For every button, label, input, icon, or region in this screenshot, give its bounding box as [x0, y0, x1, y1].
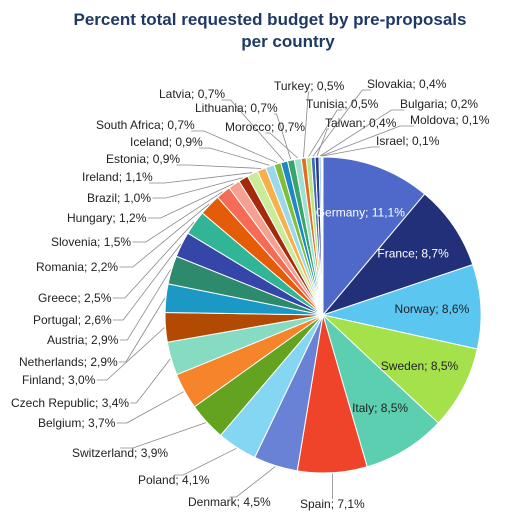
slice-label-czech-republic: Czech Republic; 3,4% — [11, 396, 129, 410]
slice-label-france: France; 8,7% — [377, 247, 449, 261]
pie-slice-italy — [322, 313, 440, 468]
leader-line-slovenia — [132, 191, 223, 243]
pie-slice-israel — [321, 156, 324, 316]
leader-line-estonia — [176, 164, 262, 169]
slice-label-tunisia: Tunisia; 0,5% — [306, 97, 379, 111]
slice-label-spain: Spain; 7,1% — [300, 497, 365, 511]
leader-line-austria — [119, 269, 171, 341]
pie-slice-norway — [321, 264, 482, 350]
leader-line-iceland — [199, 147, 270, 166]
leader-line-tunisia — [308, 109, 343, 157]
leader-line-switzerland — [120, 422, 207, 449]
leader-line-israel — [322, 146, 380, 157]
slice-labels: Germany; 11,1% France; 8,7% Norway; 8,6% Sw… — [11, 77, 490, 511]
leader-line-poland — [173, 447, 237, 476]
leader-line-czech-republic — [130, 358, 171, 404]
leader-line-moldova — [321, 125, 414, 157]
slice-label-netherlands: Netherlands; 2,9% — [19, 355, 118, 369]
leader-line-lithuania — [274, 113, 292, 160]
leader-line-slovakia — [312, 89, 371, 157]
slice-label-south-africa: South Africa; 0,7% — [96, 118, 195, 132]
slice-label-slovakia: Slovakia; 0,4% — [367, 77, 447, 91]
slice-label-brazil: Brazil; 1,0% — [87, 191, 151, 205]
slice-label-sweden: Sweden; 8,5% — [381, 359, 459, 373]
slice-label-finland: Finland; 3,0% — [22, 373, 96, 387]
leader-line-bulgaria — [319, 109, 404, 157]
leader-line-greece — [112, 221, 195, 299]
slice-label-estonia: Estonia; 0,9% — [106, 152, 180, 166]
slice-label-switzerland: Switzerland; 3,9% — [72, 446, 168, 460]
slice-label-turkey: Turkey; 0,5% — [274, 79, 345, 93]
pie-slice-france — [321, 193, 474, 317]
label-leader-lines — [96, 89, 414, 499]
slice-label-hungary: Hungary; 1,2% — [67, 211, 147, 225]
slice-label-morocco: Morocco; 0,7% — [225, 120, 305, 134]
leader-line-finland — [96, 327, 165, 381]
leader-line-belgium — [116, 391, 184, 424]
slice-label-israel: Israel; 0,1% — [376, 134, 440, 148]
leader-line-turkey — [303, 91, 310, 158]
leader-line-netherlands — [119, 297, 166, 363]
slice-label-romania: Romania; 2,2% — [36, 260, 118, 274]
chart-title-line-1: Percent total requested budget by pre-pr… — [74, 10, 467, 29]
slice-label-norway: Norway; 8,6% — [395, 302, 470, 316]
leader-line-morocco — [265, 132, 298, 159]
slice-label-austria: Austria; 2,9% — [47, 333, 119, 347]
slice-label-germany: Germany; 11,1% — [316, 206, 405, 220]
slice-label-greece: Greece; 2,5% — [38, 291, 112, 305]
leader-line-ireland — [149, 172, 253, 184]
slice-label-portugal: Portugal; 2,6% — [33, 313, 112, 327]
slice-label-slovenia: Slovenia; 1,5% — [51, 235, 131, 249]
slice-label-italy: Italy; 8,5% — [352, 401, 408, 415]
slice-label-moldova: Moldova; 0,1% — [410, 113, 490, 127]
slice-label-latvia: Latvia; 0,7% — [159, 87, 225, 101]
slice-label-lithuania: Lithuania; 0,7% — [195, 101, 278, 115]
leader-line-hungary — [147, 183, 234, 219]
pie-slices — [164, 156, 482, 474]
leader-line-brazil — [152, 177, 243, 199]
slice-label-belgium: Belgium; 3,7% — [38, 416, 116, 430]
chart-title-line-2: per country — [241, 32, 335, 51]
slice-label-iceland: Iceland; 0,9% — [130, 135, 203, 149]
leader-line-south-africa — [191, 130, 278, 164]
slice-label-poland: Poland; 4,1% — [138, 473, 210, 487]
leader-line-portugal — [113, 243, 182, 321]
leader-line-denmark — [229, 466, 276, 498]
slice-label-denmark: Denmark; 4,5% — [188, 495, 271, 509]
leader-line-taiwan — [316, 128, 329, 157]
pie-slice-germany — [322, 156, 426, 317]
leader-line-romania — [119, 203, 210, 268]
slice-label-taiwan: Taiwan; 0,4% — [325, 116, 397, 130]
leader-line-latvia — [221, 99, 285, 162]
slice-label-bulgaria: Bulgaria; 0,2% — [400, 97, 478, 111]
slice-label-ireland: Ireland; 1,1% — [82, 170, 153, 184]
pie-slice-sweden — [321, 314, 478, 424]
